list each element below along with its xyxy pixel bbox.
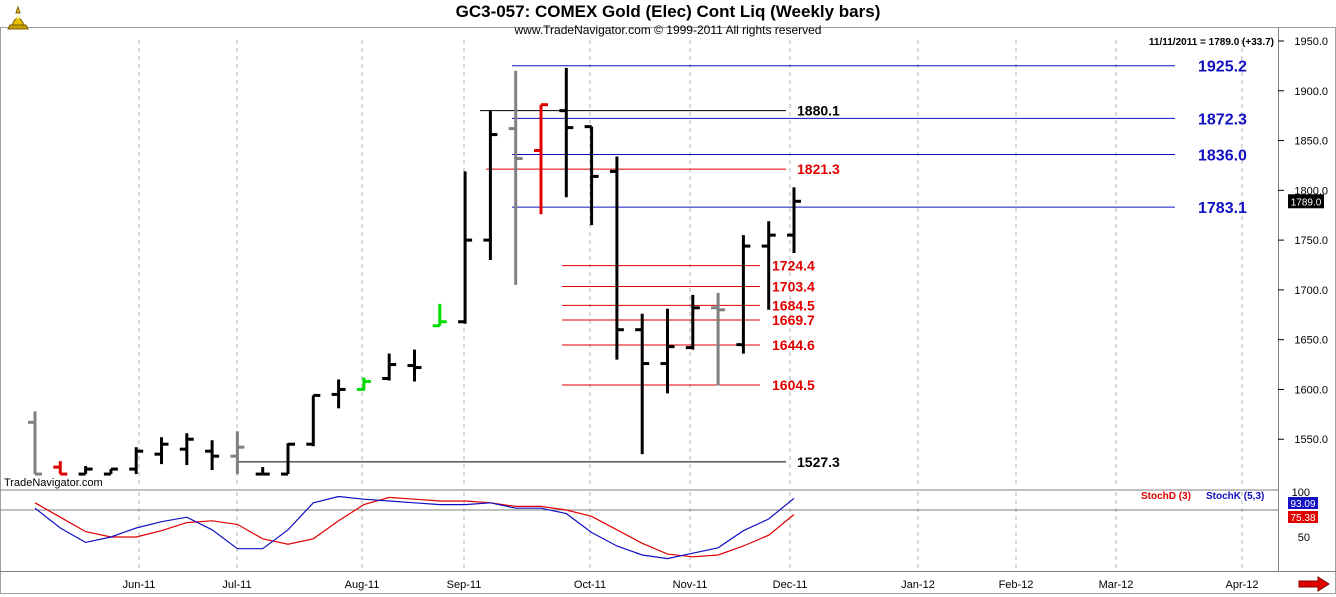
x-tick-label: Dec-11 bbox=[773, 579, 808, 591]
x-tick-label: Jun-11 bbox=[123, 579, 156, 591]
golden-lamp-icon[interactable] bbox=[4, 3, 32, 38]
stoch-series-line bbox=[34, 495, 795, 560]
stoch-y-tick-label: 100 bbox=[1292, 487, 1310, 499]
last-price-label: 1789.0 bbox=[1291, 197, 1322, 208]
y-tick-label: 1700.0 bbox=[1294, 285, 1328, 297]
y-tick-label: 1850.0 bbox=[1294, 136, 1328, 148]
price-axis: 1550.01600.01650.01700.01750.01800.01850… bbox=[1278, 36, 1328, 446]
copyright-notice: www.TradeNavigator.com © 1999-2011 All r… bbox=[514, 23, 822, 37]
y-tick-label: 1550.0 bbox=[1294, 434, 1328, 446]
stoch-y-tick-label: 50 bbox=[1298, 532, 1310, 544]
x-tick-label: Jul-11 bbox=[222, 579, 251, 591]
stoch-last-label: 75.38 bbox=[1290, 513, 1315, 524]
y-tick-label: 1650.0 bbox=[1294, 335, 1328, 347]
level-label: 1724.4 bbox=[772, 258, 815, 274]
x-tick-label: Aug-11 bbox=[345, 579, 380, 591]
chart-title: GC3-057: COMEX Gold (Elec) Cont Liq (Wee… bbox=[455, 2, 881, 21]
level-label: 1703.4 bbox=[772, 279, 815, 295]
last-quote: 11/11/2011 = 1789.0 (+33.7) bbox=[1148, 37, 1274, 48]
level-label: 1527.3 bbox=[797, 454, 840, 470]
level-label: 1836.0 bbox=[1198, 147, 1247, 164]
x-tick-label: Jan-12 bbox=[901, 579, 935, 591]
level-label: 1872.3 bbox=[1198, 111, 1247, 128]
legend-stochk: StochK (5,3) bbox=[1206, 491, 1265, 502]
level-label: 1783.1 bbox=[1198, 200, 1247, 217]
stoch-last-label: 93.09 bbox=[1290, 499, 1315, 510]
red-arrow-right-icon[interactable] bbox=[1298, 576, 1330, 597]
x-tick-label: Mar-12 bbox=[1099, 579, 1134, 591]
y-tick-label: 1750.0 bbox=[1294, 235, 1328, 247]
x-tick-label: Apr-12 bbox=[1225, 579, 1258, 591]
stoch-last-box bbox=[1288, 511, 1318, 523]
stochastic-panel: 50 100 75.38 93.09 bbox=[0, 487, 1318, 560]
y-tick-label: 1900.0 bbox=[1294, 86, 1328, 98]
price-bars bbox=[28, 67, 801, 476]
time-axis: Jun-11 Jul-11 Aug-11 Sep-11 Oct-11 Nov-11 Dec-… bbox=[123, 579, 1259, 591]
x-tick-label: Feb-12 bbox=[999, 579, 1034, 591]
last-price-box bbox=[1288, 194, 1324, 209]
y-tick-label: 1950.0 bbox=[1294, 36, 1328, 48]
level-labels: 1925.2 1880.1 1872.3 1836.0 1821.3 1783.1 1724… bbox=[772, 59, 1247, 470]
level-label: 1604.5 bbox=[772, 377, 815, 393]
level-label: 1880.1 bbox=[797, 103, 840, 119]
stoch-last-box bbox=[1288, 497, 1318, 509]
level-label: 1821.3 bbox=[797, 161, 840, 177]
level-lines bbox=[237, 65, 1175, 463]
x-tick-label: Oct-11 bbox=[574, 579, 606, 591]
x-tick-label: Nov-11 bbox=[673, 579, 708, 591]
level-label: 1684.5 bbox=[772, 297, 815, 313]
level-label: 1669.7 bbox=[772, 312, 815, 328]
y-tick-label: 1600.0 bbox=[1294, 384, 1328, 396]
x-tick-label: Sep-11 bbox=[447, 579, 482, 591]
legend-stochd: StochD (3) bbox=[1141, 491, 1191, 502]
level-label: 1925.2 bbox=[1198, 59, 1247, 76]
stoch-series-line bbox=[34, 496, 795, 558]
brand-watermark: TradeNavigator.com bbox=[4, 477, 103, 489]
level-label: 1644.6 bbox=[772, 337, 815, 353]
